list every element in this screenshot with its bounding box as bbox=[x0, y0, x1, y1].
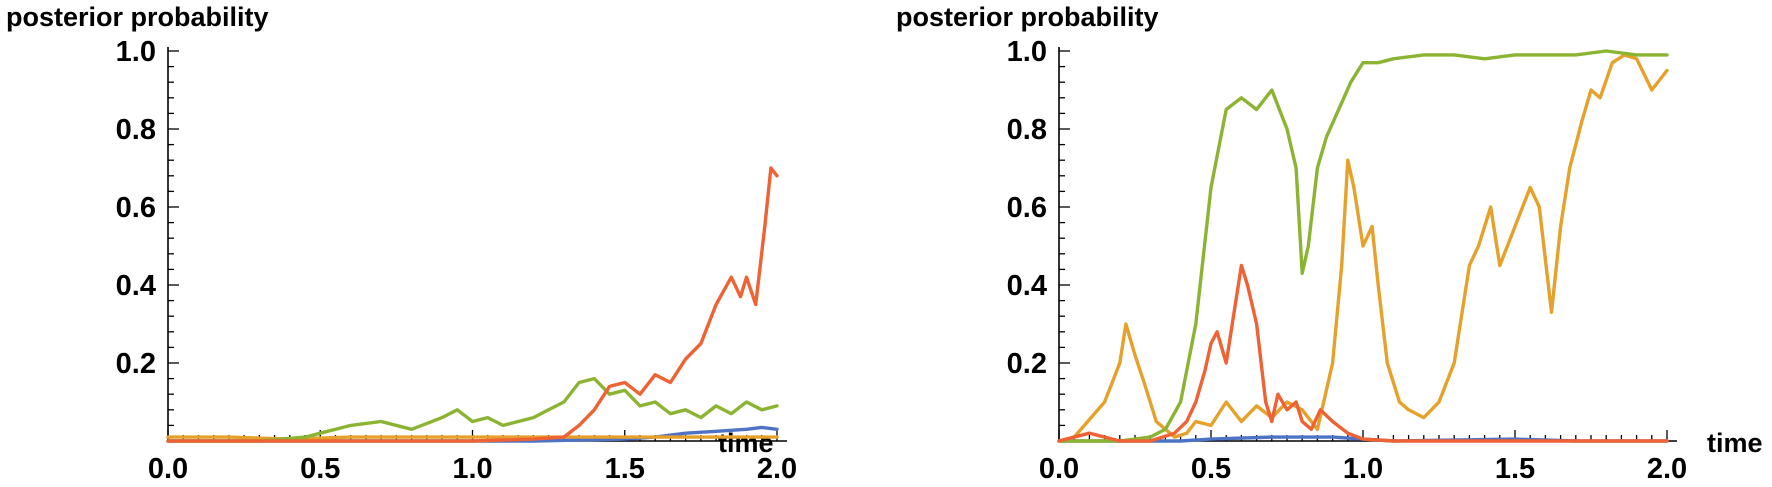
right-series-line-3 bbox=[1057, 263, 1669, 443]
left-series-line-2 bbox=[166, 376, 779, 443]
left-x-tick-label: 1.0 bbox=[452, 453, 492, 485]
left-series-line-1 bbox=[166, 435, 779, 441]
right-x-tick-label: 2.0 bbox=[1647, 453, 1687, 485]
left-y-tick-label: 0.4 bbox=[116, 270, 156, 302]
right-xlabel: time bbox=[1707, 428, 1763, 458]
left-y-tick-label: 0.2 bbox=[116, 348, 156, 380]
left-ylabel: posterior probability bbox=[6, 2, 269, 32]
left-x-tick-label: 2.0 bbox=[757, 453, 797, 485]
right-y-tick-label: 0.6 bbox=[1007, 192, 1047, 224]
right-series-line-1 bbox=[1057, 53, 1669, 443]
right-series-line-2 bbox=[1057, 49, 1669, 443]
right-x-tick-label: 0.5 bbox=[1191, 453, 1231, 485]
right-y-tick-label: 0.4 bbox=[1007, 270, 1047, 302]
left-x-tick-label: 0.5 bbox=[300, 453, 340, 485]
left-x-tick-label: 0.0 bbox=[148, 453, 188, 485]
right-y-tick-label: 0.8 bbox=[1007, 114, 1047, 146]
right-x-tick-label: 1.0 bbox=[1343, 453, 1383, 485]
right-x-tick-label: 0.0 bbox=[1039, 453, 1079, 485]
right-chart: posterior probability time 0.0 0.5 1.0 1.5 2… bbox=[896, 2, 1763, 485]
right-ylabel: posterior probability bbox=[896, 2, 1159, 32]
left-y-tick-label: 1.0 bbox=[116, 36, 156, 68]
left-x-tick-label: 1.5 bbox=[605, 453, 645, 485]
left-y-tick-label: 0.8 bbox=[116, 114, 156, 146]
right-x-tick-label: 1.5 bbox=[1495, 453, 1535, 485]
left-xlabel: time bbox=[718, 428, 774, 458]
right-y-tick-label: 1.0 bbox=[1007, 36, 1047, 68]
left-chart: posterior probability time 0.0 0.5 1.0 1.5 2… bbox=[6, 2, 797, 485]
left-series-line-3 bbox=[166, 166, 779, 443]
left-y-tick-label: 0.6 bbox=[116, 192, 156, 224]
right-y-tick-label: 0.2 bbox=[1007, 348, 1047, 380]
